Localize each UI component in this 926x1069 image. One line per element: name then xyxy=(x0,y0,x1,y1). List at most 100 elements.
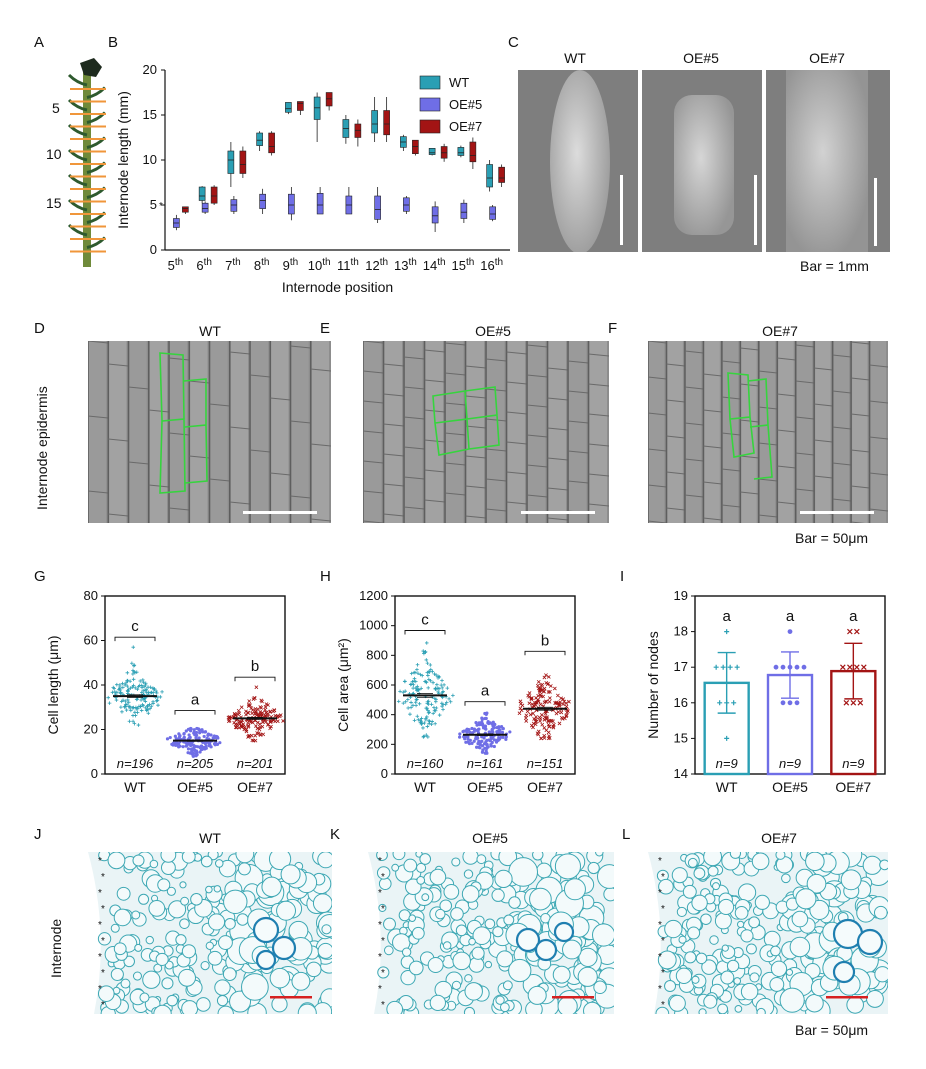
data-point xyxy=(492,738,497,742)
data-point xyxy=(533,722,538,727)
vessel xyxy=(271,935,297,961)
data-point xyxy=(431,711,435,716)
data-point xyxy=(493,722,497,727)
data-point xyxy=(133,686,138,690)
panel-label-k: K xyxy=(330,826,341,843)
data-point xyxy=(257,727,262,732)
box-oe5 xyxy=(316,193,324,215)
data-point xyxy=(470,741,474,745)
data-point xyxy=(168,735,172,740)
data-point xyxy=(125,698,130,702)
x-tick-label: OE#5 xyxy=(772,779,808,795)
data-point xyxy=(250,708,255,713)
data-point xyxy=(546,722,551,727)
data-point xyxy=(140,685,144,690)
data-point xyxy=(441,707,445,712)
data-point xyxy=(541,689,546,694)
data-point xyxy=(415,667,419,672)
data-point xyxy=(269,724,273,729)
scale-bar xyxy=(552,996,594,999)
y-tick-label: 1200 xyxy=(359,588,388,603)
data-point xyxy=(421,726,425,730)
data-point xyxy=(854,664,860,671)
data-point xyxy=(197,728,202,732)
data-point xyxy=(253,733,258,738)
scale-bar-note-c: Bar = 1mm xyxy=(800,258,869,274)
data-point xyxy=(421,649,426,653)
epidermis-star: * xyxy=(378,888,382,899)
box-oe7 xyxy=(383,110,390,136)
box-oe5 xyxy=(201,202,209,213)
significance-bracket xyxy=(234,676,276,682)
data-point xyxy=(278,713,283,717)
data-point xyxy=(559,696,563,701)
n-label: n=205 xyxy=(177,756,214,771)
data-point xyxy=(546,674,551,679)
data-point xyxy=(232,711,237,716)
epidermis-star: * xyxy=(378,856,382,867)
significance-bracket xyxy=(404,630,446,635)
data-point xyxy=(239,720,244,725)
data-point xyxy=(847,628,853,635)
data-point xyxy=(131,672,135,676)
epidermis-star: * xyxy=(98,856,102,867)
data-point xyxy=(426,735,430,739)
vessel xyxy=(515,927,541,953)
data-point xyxy=(415,662,420,667)
epidermis-star: * xyxy=(658,856,662,867)
data-point xyxy=(423,679,427,684)
plant-schematic xyxy=(67,58,107,267)
data-point xyxy=(458,732,462,736)
scale-bar xyxy=(243,511,317,514)
n-label: n=201 xyxy=(237,756,274,771)
y-tick-label: 15 xyxy=(143,107,157,122)
data-point xyxy=(123,702,128,707)
data-point xyxy=(154,691,159,695)
data-point xyxy=(185,743,189,747)
y-tick-label: 10 xyxy=(143,152,157,167)
internode-length-chart: 0 5 10 15 20 Internode length (mm) Internode p… xyxy=(115,62,510,295)
outlined-cells xyxy=(159,352,208,494)
data-point xyxy=(408,712,412,716)
data-point xyxy=(249,733,254,738)
sem-image-oe7 xyxy=(766,70,890,252)
x-axis-title: Internode position xyxy=(282,279,393,295)
data-point xyxy=(484,716,488,721)
significance-bracket xyxy=(174,710,216,715)
data-point xyxy=(561,702,565,707)
box-oe5 xyxy=(259,193,266,209)
data-point xyxy=(426,673,430,678)
x-tick-label: WT xyxy=(414,779,436,795)
data-point xyxy=(244,729,249,734)
data-point xyxy=(128,679,132,684)
box-oe5 xyxy=(288,193,295,215)
data-point xyxy=(125,684,130,688)
significance-letter: c xyxy=(131,618,139,635)
data-point xyxy=(414,703,418,708)
significance-bracket xyxy=(464,701,506,706)
data-point xyxy=(489,744,493,748)
data-point xyxy=(239,724,244,728)
data-point xyxy=(406,706,410,710)
data-point xyxy=(458,735,462,739)
data-point xyxy=(518,699,523,704)
data-point xyxy=(260,724,265,729)
data-point xyxy=(118,691,123,696)
epidermis-star: * xyxy=(101,968,105,979)
data-point xyxy=(142,696,147,701)
data-point xyxy=(218,741,222,745)
data-point xyxy=(131,713,135,718)
y-tick-label: 19 xyxy=(674,588,688,603)
box-wt xyxy=(428,148,436,155)
plant-tick-15: 15 xyxy=(46,195,62,211)
section-title-oe5: OE#5 xyxy=(472,830,508,846)
data-point xyxy=(132,663,137,668)
box-wt xyxy=(256,132,263,146)
data-point xyxy=(476,730,481,735)
data-point xyxy=(424,718,428,722)
y-tick-label: 80 xyxy=(84,588,98,603)
data-point xyxy=(444,700,449,705)
data-point xyxy=(141,678,145,682)
data-point xyxy=(263,705,268,709)
data-point xyxy=(131,705,136,710)
